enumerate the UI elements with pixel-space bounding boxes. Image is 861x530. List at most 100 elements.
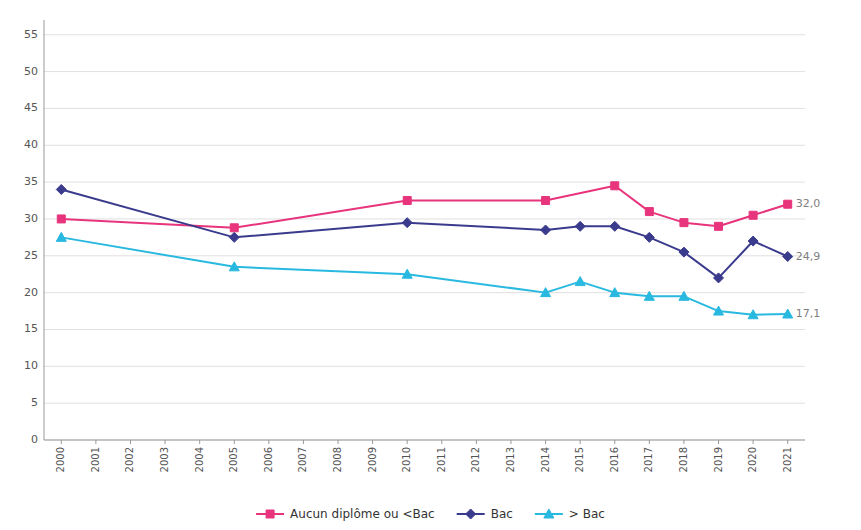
x-tick — [338, 440, 339, 444]
grid-line — [44, 182, 805, 183]
x-tick — [718, 440, 719, 444]
legend-item: > Bac — [535, 507, 605, 521]
point — [679, 247, 689, 257]
legend-label: Aucun diplôme ou <Bac — [290, 507, 435, 521]
y-tick-label: 35 — [24, 175, 38, 188]
x-tick-label: 2013 — [505, 447, 516, 472]
x-tick-label: 2009 — [367, 447, 378, 472]
legend-marker — [266, 510, 274, 518]
point — [748, 310, 758, 319]
point — [783, 252, 793, 262]
x-tick — [372, 440, 373, 444]
x-tick-label: 2006 — [263, 447, 274, 472]
point — [402, 269, 412, 278]
series-line — [61, 237, 787, 314]
x-tick — [165, 440, 166, 444]
annotation: 32,0 — [796, 197, 821, 210]
point — [610, 221, 620, 231]
point — [56, 184, 66, 194]
grid-line — [44, 34, 805, 35]
x-tick — [787, 440, 788, 444]
x-tick — [476, 440, 477, 444]
x-tick — [545, 440, 546, 444]
point — [575, 277, 585, 286]
point — [748, 236, 758, 246]
x-tick — [614, 440, 615, 444]
x-tick — [199, 440, 200, 444]
x-tick — [441, 440, 442, 444]
x-tick — [268, 440, 269, 444]
x-tick — [683, 440, 684, 444]
x-tick — [130, 440, 131, 444]
legend: Aucun diplôme ou <Bac Bac > Bac — [256, 507, 605, 521]
grid-line — [44, 292, 805, 293]
point — [749, 211, 757, 219]
x-tick-label: 2017 — [643, 447, 654, 472]
legend-item: Aucun diplôme ou <Bac — [256, 507, 435, 521]
annotation: 24,9 — [796, 250, 821, 263]
y-tick-label: 5 — [31, 396, 38, 409]
point — [575, 221, 585, 231]
x-tick-label: 2008 — [332, 447, 343, 472]
x-tick-label: 2019 — [713, 447, 724, 472]
annotation: 17,1 — [796, 307, 821, 320]
x-tick-label: 2012 — [470, 447, 481, 472]
series-line — [61, 189, 787, 277]
point — [230, 224, 238, 232]
x-tick — [753, 440, 754, 444]
grid-line — [44, 329, 805, 330]
point — [229, 232, 239, 242]
point — [542, 197, 550, 205]
grid-line — [44, 440, 805, 441]
x-tick — [407, 440, 408, 444]
point — [645, 208, 653, 216]
x-tick-label: 2004 — [194, 447, 205, 472]
y-tick-label: 25 — [24, 249, 38, 262]
x-tick-label: 2001 — [90, 447, 101, 472]
point — [714, 273, 724, 283]
x-tick-label: 2015 — [574, 447, 585, 472]
legend-item: Bac — [457, 507, 513, 521]
point — [680, 219, 688, 227]
series-line — [61, 186, 787, 228]
point — [783, 309, 793, 318]
y-tick-label: 45 — [24, 101, 38, 114]
y-tick-label: 20 — [24, 286, 38, 299]
point — [611, 182, 619, 190]
x-tick — [303, 440, 304, 444]
y-tick-label: 15 — [24, 322, 38, 335]
annotations: 32,0 24,9 17,1 — [796, 197, 821, 320]
x-tick — [510, 440, 511, 444]
chart: 0510152025303540455055200020012002200320… — [0, 0, 861, 530]
point — [714, 306, 724, 315]
point — [402, 218, 412, 228]
point — [541, 225, 551, 235]
point — [229, 262, 239, 271]
point — [57, 215, 65, 223]
plot-area — [56, 182, 792, 319]
x-tick — [580, 440, 581, 444]
grid-line — [44, 71, 805, 72]
y-axis: 0510152025303540455055 — [24, 20, 805, 446]
x-tick-label: 2016 — [609, 447, 620, 472]
legend-marker — [466, 509, 476, 519]
grid-line — [44, 108, 805, 109]
x-tick — [95, 440, 96, 444]
x-tick-label: 2014 — [540, 447, 551, 472]
legend-label: Bac — [491, 507, 513, 521]
x-tick — [234, 440, 235, 444]
x-tick-label: 2005 — [228, 447, 239, 472]
point — [644, 232, 654, 242]
x-tick-label: 2002 — [124, 447, 135, 472]
y-tick-label: 30 — [24, 212, 38, 225]
x-tick-label: 2021 — [782, 447, 793, 472]
x-axis-line — [44, 440, 805, 441]
x-tick-label: 2010 — [401, 447, 412, 472]
x-tick — [61, 440, 62, 444]
legend-marker — [544, 509, 554, 518]
point — [56, 232, 66, 241]
x-tick-label: 2007 — [297, 447, 308, 472]
y-tick-label: 0 — [31, 433, 38, 446]
x-tick — [649, 440, 650, 444]
x-tick-label: 2020 — [747, 447, 758, 472]
